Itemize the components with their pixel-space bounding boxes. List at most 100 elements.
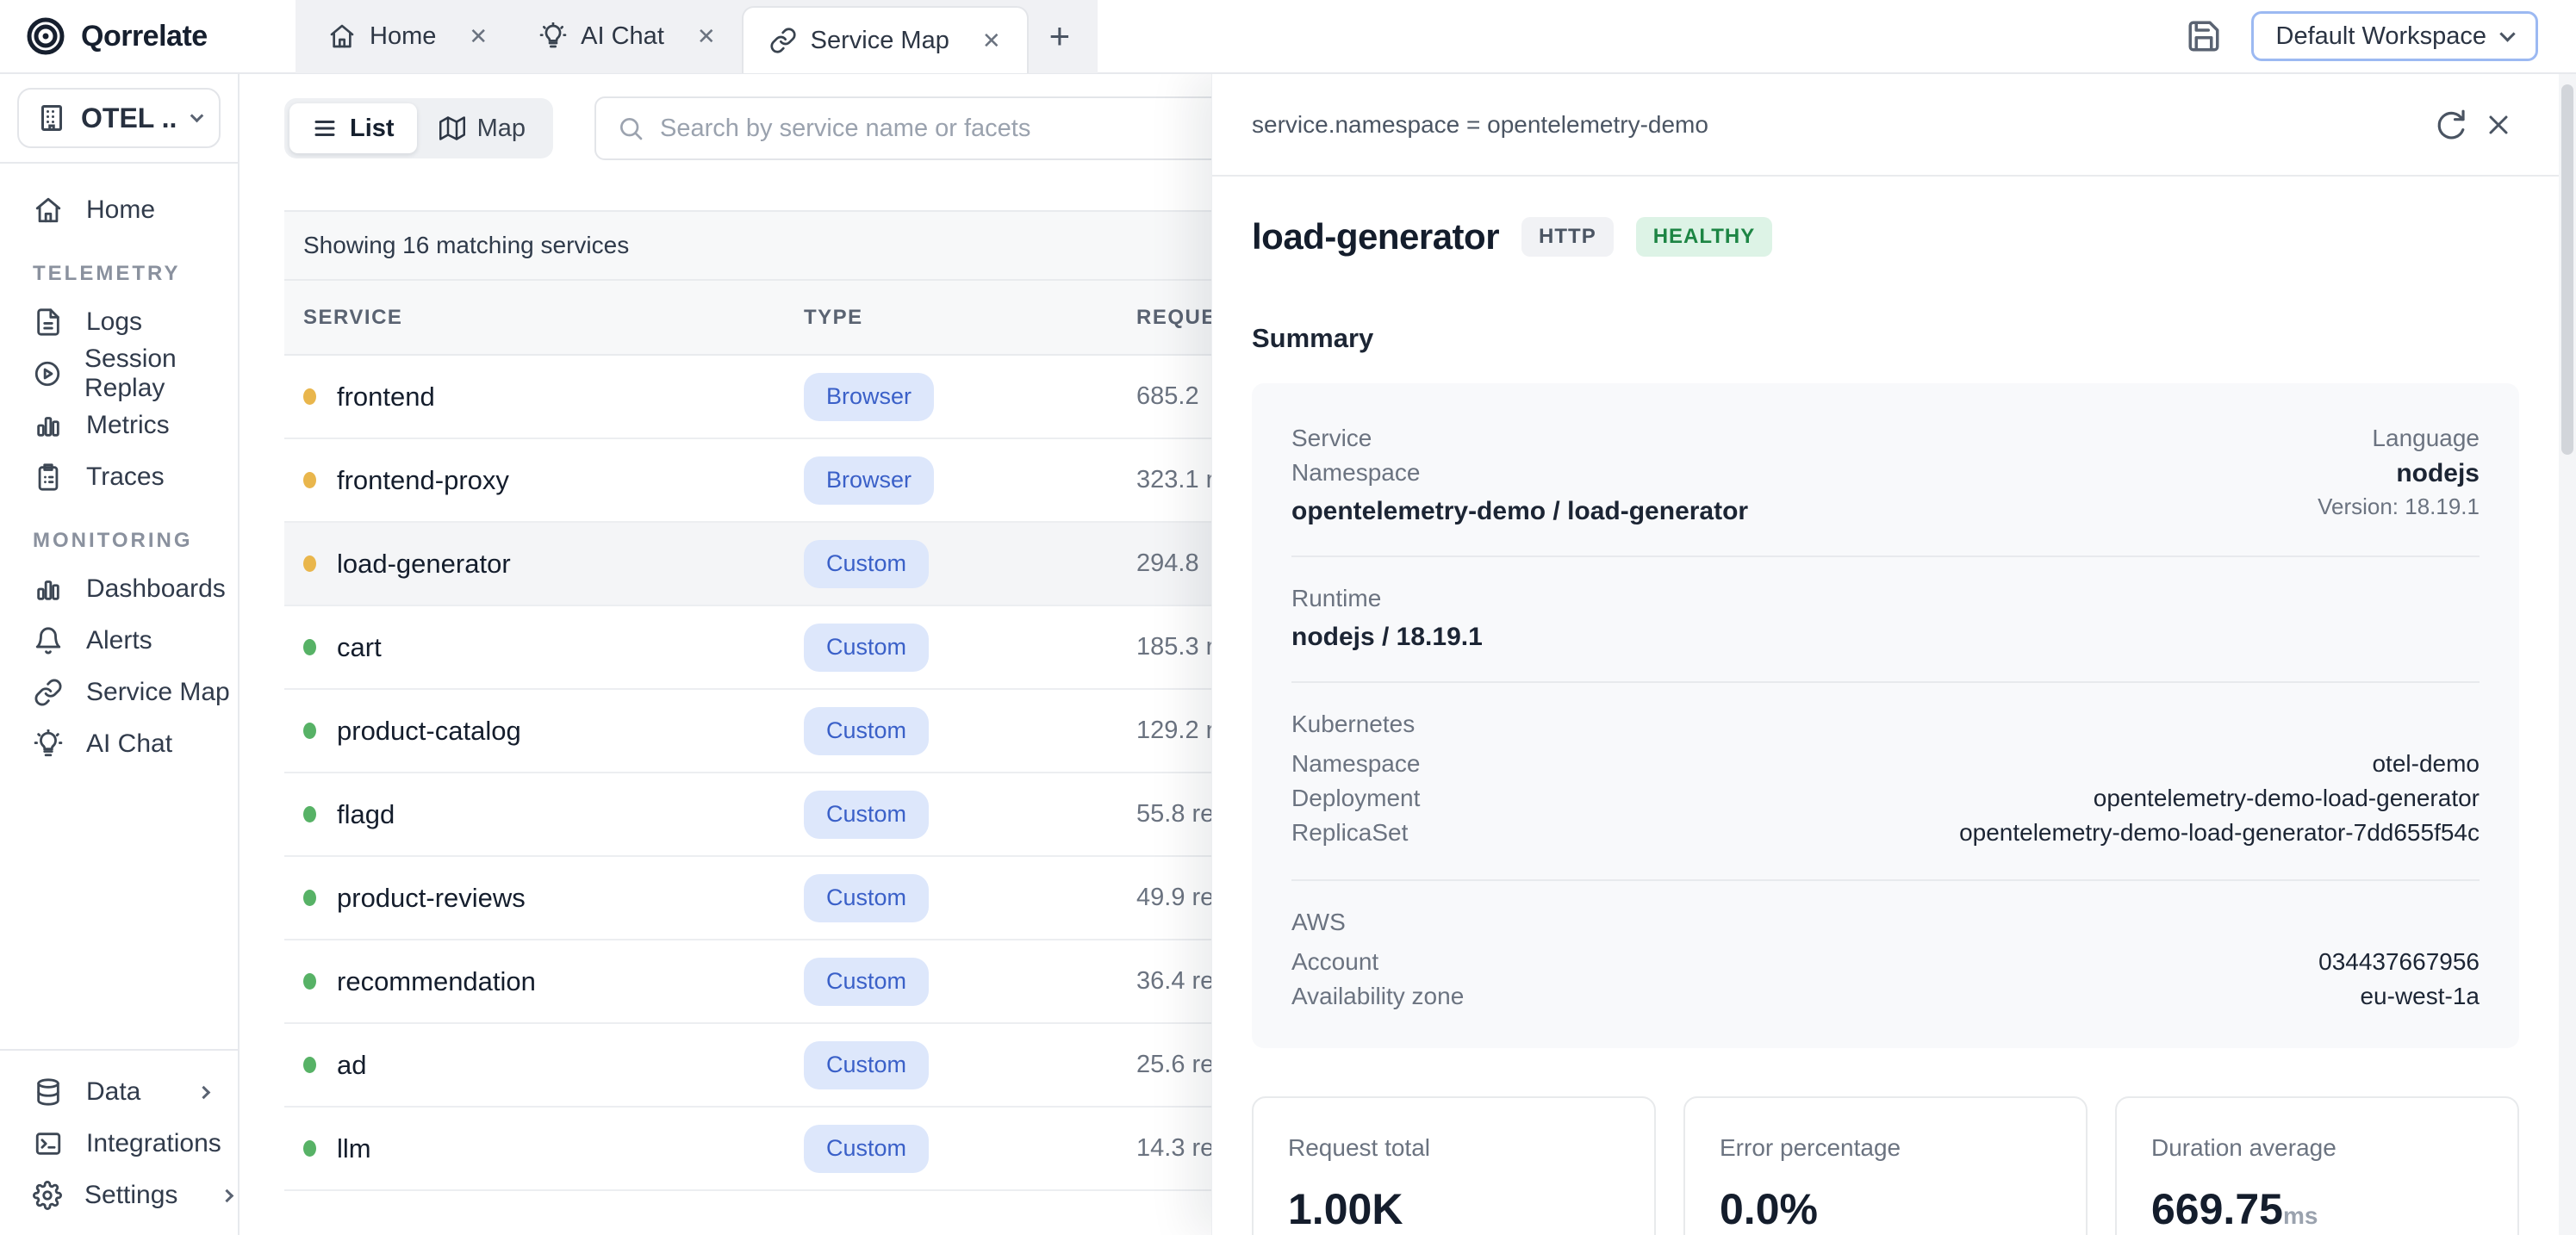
tab-home[interactable]: Home ✕ xyxy=(302,0,513,73)
sidebar-item-integrations[interactable]: Integrations xyxy=(0,1118,238,1170)
metric-card-request-total: Request total 1.00K xyxy=(1252,1096,1656,1235)
sidebar-item-service-map[interactable]: Service Map xyxy=(0,667,238,718)
view-toggle-label: Map xyxy=(476,114,526,142)
service-name: product-reviews xyxy=(337,882,526,913)
page-scrollbar-thumb[interactable] xyxy=(2561,84,2573,455)
view-toggle-map[interactable]: Map xyxy=(417,103,548,153)
panel-header: service.namespace = opentelemetry-demo xyxy=(1212,74,2559,177)
sidebar-item-label: Session Replay xyxy=(84,344,177,402)
sidebar-item-ai-chat[interactable]: AI Chat xyxy=(0,718,238,770)
status-dot xyxy=(303,555,316,572)
view-toggle-list[interactable]: List xyxy=(289,103,417,153)
service-name: ad xyxy=(337,1049,367,1080)
runtime-label: Runtime xyxy=(1291,585,1382,611)
service-name: load-generator xyxy=(337,548,511,579)
protocol-badge: HTTP xyxy=(1521,217,1614,257)
bar-chart-icon xyxy=(33,574,64,604)
service-name: llm xyxy=(337,1133,371,1164)
sidebar-item-label: Data xyxy=(86,1077,141,1106)
language-value: nodejs xyxy=(2396,459,2480,487)
home-icon xyxy=(33,195,64,225)
tab-ai-chat[interactable]: AI Chat ✕ xyxy=(513,0,742,73)
sidebar-item-data[interactable]: Data xyxy=(0,1066,238,1118)
tab-service-map[interactable]: Service Map ✕ xyxy=(741,6,1029,73)
bar-chart-icon xyxy=(33,411,64,440)
type-badge: Custom xyxy=(804,623,930,672)
summary-divider xyxy=(1291,555,2480,557)
refresh-icon xyxy=(2437,109,2465,139)
tab-label: AI Chat xyxy=(581,22,664,50)
sidebar-item-label: Metrics xyxy=(86,411,170,439)
service-search[interactable] xyxy=(594,96,1260,160)
status-dot xyxy=(303,1057,316,1073)
top-bar: Qorrelate Home ✕ AI Chat ✕ Service Map ✕… xyxy=(0,0,2576,74)
tab-close-icon[interactable]: ✕ xyxy=(981,27,1001,53)
sidebar-item-alerts[interactable]: Alerts xyxy=(0,615,238,667)
tab-close-icon[interactable]: ✕ xyxy=(696,22,716,49)
view-toggle: List Map xyxy=(284,98,553,158)
sidebar-item-label: Integrations xyxy=(86,1129,221,1157)
sidebar-item-session-replay[interactable]: Session Replay xyxy=(0,344,238,402)
language-version: Version: 18.19.1 xyxy=(2318,493,2480,519)
service-name: product-catalog xyxy=(337,715,521,746)
floppy-save-icon xyxy=(2186,18,2222,54)
status-dot xyxy=(303,890,316,906)
list-icon xyxy=(312,115,338,141)
aws-az-row: Availability zone eu-west-1a xyxy=(1291,983,2480,1009)
terminal-icon xyxy=(33,1129,64,1158)
type-badge: Browser xyxy=(804,372,935,421)
service-name: frontend xyxy=(337,381,435,412)
metric-value: 0.0% xyxy=(1720,1185,1818,1233)
gear-icon xyxy=(33,1181,62,1210)
service-label: Service xyxy=(1291,425,1372,451)
sidebar-divider xyxy=(0,162,238,164)
status-dot xyxy=(303,388,316,405)
metric-label: Duration average xyxy=(2151,1134,2336,1161)
k8s-namespace-row: Namespace otel-demo xyxy=(1291,750,2480,777)
type-badge: Custom xyxy=(804,873,930,922)
save-workspace-button[interactable] xyxy=(2186,18,2222,54)
k8s-replicaset-row: ReplicaSet opentelemetry-demo-load-gener… xyxy=(1291,819,2480,846)
column-service: SERVICE xyxy=(303,305,403,329)
tab-close-icon[interactable]: ✕ xyxy=(469,22,488,49)
map-icon xyxy=(439,115,465,141)
search-icon xyxy=(617,115,644,142)
runtime-value: nodejs / 18.19.1 xyxy=(1291,623,1483,651)
metric-card-duration-average: Duration average 669.75ms xyxy=(2115,1096,2519,1235)
close-panel-button[interactable] xyxy=(2474,101,2523,149)
requests-value: 685.2 xyxy=(1136,382,1199,410)
workspace-selector[interactable]: Default Workspace xyxy=(2250,11,2538,61)
workspace-label: Default Workspace xyxy=(2275,22,2486,50)
status-dot xyxy=(303,1140,316,1157)
sidebar-item-label: Service Map xyxy=(86,678,230,706)
sidebar: OTEL ... Home TELEMETRY Logs Session Rep… xyxy=(0,74,240,1235)
home-icon xyxy=(328,22,356,50)
summary-card: Service Namespace opentelemetry-demo / l… xyxy=(1252,383,2519,1048)
new-tab-button[interactable]: + xyxy=(1048,16,1071,56)
sidebar-item-home[interactable]: Home xyxy=(0,184,238,236)
aws-label: AWS xyxy=(1291,909,1346,935)
refresh-button[interactable] xyxy=(2426,101,2474,149)
sidebar-item-traces[interactable]: Traces xyxy=(0,451,238,503)
sidebar-item-logs[interactable]: Logs xyxy=(0,296,238,348)
sidebar-item-metrics[interactable]: Metrics xyxy=(0,400,238,451)
service-detail-panel: service.namespace = opentelemetry-demo l… xyxy=(1211,74,2559,1235)
metric-value: 669.75ms xyxy=(2151,1185,2318,1233)
language-block: Language nodejs Version: 18.19.1 xyxy=(2318,421,2480,526)
type-badge: Custom xyxy=(804,706,930,755)
org-switcher[interactable]: OTEL ... xyxy=(17,88,221,148)
sidebar-item-dashboards[interactable]: Dashboards xyxy=(0,563,238,615)
search-input[interactable] xyxy=(659,114,1237,143)
org-label: OTEL ... xyxy=(81,102,178,133)
sidebar-section-telemetry: TELEMETRY xyxy=(33,262,181,285)
status-dot xyxy=(303,639,316,655)
requests-value: 49.9 re xyxy=(1136,884,1215,911)
metric-label: Error percentage xyxy=(1720,1134,1901,1161)
requests-value: 55.8 re xyxy=(1136,800,1215,828)
sidebar-item-settings[interactable]: Settings xyxy=(0,1170,238,1221)
app-logo: Qorrelate xyxy=(0,16,296,56)
status-dot xyxy=(303,472,316,488)
language-label: Language xyxy=(2372,425,2480,451)
sidebar-item-label: Traces xyxy=(86,462,165,491)
chevron-right-icon xyxy=(221,1188,234,1202)
